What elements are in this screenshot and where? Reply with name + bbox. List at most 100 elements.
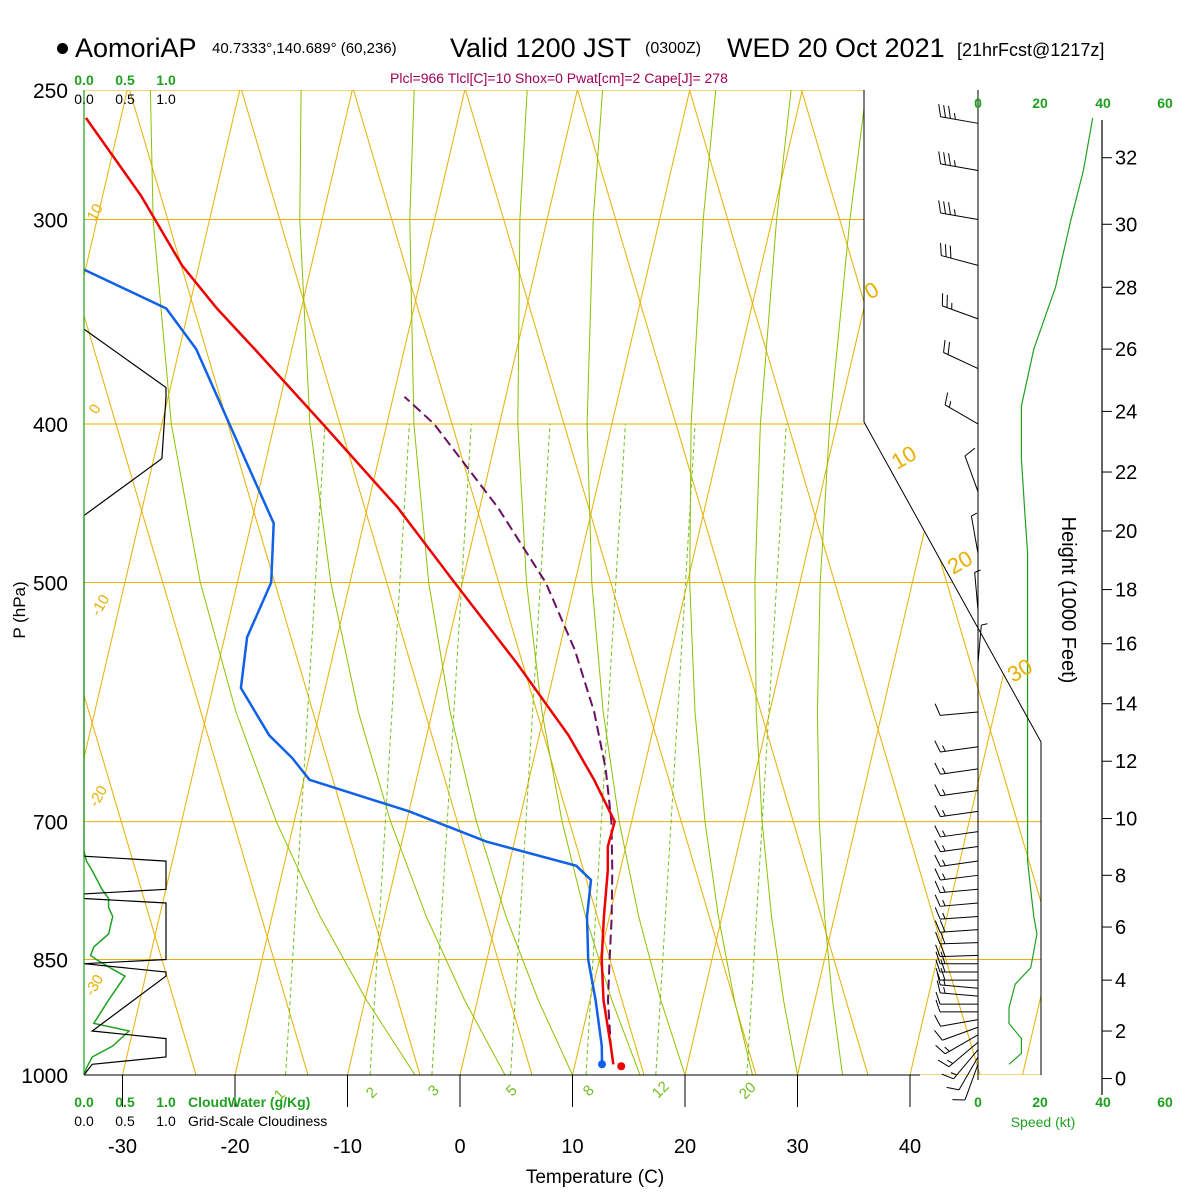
wind-barb-feather	[937, 1059, 950, 1068]
wind-barb-feather	[944, 244, 947, 257]
wind-barb-staff	[970, 515, 979, 554]
dry-adiabat-line	[211, 90, 533, 1075]
mixing-ratio-label: 20	[736, 1079, 760, 1103]
wind-barb-feather	[934, 784, 941, 796]
wind-barb	[938, 151, 979, 172]
wind-barb	[934, 920, 979, 933]
wind-barb-feather	[949, 245, 952, 259]
wind-barb	[977, 623, 988, 664]
wind-barb-half-feather	[942, 810, 946, 817]
mixing-ratio-line	[285, 423, 326, 1075]
wind-barb-feather	[934, 840, 941, 853]
x-axis-title: Temperature (C)	[526, 1167, 664, 1188]
wind-barb-feather	[934, 825, 941, 838]
cloudiness-profile	[83, 328, 167, 1076]
x-tick-label: 0	[454, 1136, 465, 1158]
wind-barb-staff	[958, 1056, 979, 1091]
height-tick-label: 28	[1115, 277, 1137, 299]
wind-barb	[944, 392, 979, 425]
wind-barb	[935, 967, 978, 981]
wind-barb-staff	[940, 874, 979, 881]
wind-speed-scale-label: 40	[1095, 95, 1111, 111]
wind-barb-half-feather	[974, 569, 981, 573]
wind-barb-feather	[935, 944, 941, 957]
plot-right-boundary	[863, 90, 1042, 1075]
height-tick-label: 18	[1115, 580, 1137, 602]
mixing-ratio-line	[746, 423, 787, 1075]
height-tick-label: 8	[1115, 865, 1126, 887]
wind-barb	[935, 944, 979, 958]
wind-barb	[934, 907, 979, 920]
parcel-trace	[403, 396, 615, 1065]
cloudwater-profile	[83, 851, 131, 1076]
x-tick-label: -10	[333, 1136, 362, 1158]
wind-barb-half-feather	[953, 112, 956, 120]
x-tick-label: 20	[674, 1136, 696, 1158]
wind-barb-staff	[940, 846, 979, 853]
wind-barb-half-feather	[953, 209, 956, 216]
wind-barb-staff	[944, 404, 979, 425]
wind-barb	[934, 840, 979, 853]
wind-barb-feather	[943, 104, 946, 118]
wind-barb-staff	[942, 1026, 979, 1041]
mixing-ratio-label: 8	[580, 1082, 598, 1100]
wind-barb	[935, 1034, 979, 1055]
wind-barb-feather	[946, 1086, 960, 1091]
wind-barb	[935, 951, 978, 965]
station-name: AomoriAP	[75, 33, 197, 63]
wind-barb-feather	[934, 907, 941, 920]
pressure-tick-label: 250	[33, 80, 68, 103]
wind-barb-staff	[964, 1064, 979, 1101]
wind-barb	[934, 703, 979, 716]
wind-barb-staff	[940, 984, 979, 989]
isotherm-line	[234, 90, 466, 1075]
cloudiness-scale-label: 0.0	[74, 1113, 94, 1129]
cloudwater-scale-label: 0.5	[115, 1094, 135, 1110]
wind-barb-staff	[940, 831, 979, 838]
wind-barb	[943, 339, 979, 370]
wind-speed-scale-label: 20	[1032, 1094, 1048, 1110]
isotherm-line	[347, 90, 578, 1075]
wind-speed-scale-label: 20	[1032, 95, 1048, 111]
wind-barb-feather	[934, 894, 941, 907]
wind-barb-half-feather	[942, 789, 946, 796]
height-tick-label: 6	[1115, 917, 1126, 939]
x-tick-label: 40	[899, 1136, 921, 1158]
wind-barb-half-feather	[981, 623, 988, 626]
wind-barb-staff	[940, 942, 979, 945]
dry-adiabat-line	[84, 90, 197, 1075]
cloudiness-axis-title: Grid-Scale Cloudiness	[188, 1113, 327, 1129]
moist-adiabat-line	[754, 90, 798, 1075]
cloudwater-scale-label: 1.0	[156, 1094, 176, 1110]
height-tick-label: 26	[1115, 339, 1137, 361]
wind-barb-feather	[948, 105, 951, 119]
isotherm-line	[122, 90, 353, 1075]
wind-barb-feather	[934, 920, 941, 933]
mixing-ratio-line	[369, 423, 410, 1075]
cloudiness-scale-label: 0.0	[74, 91, 94, 107]
sounding-parameters: Plcl=966 Tlcl[C]=10 Shox=0 Pwat[cm]=2 Ca…	[390, 70, 728, 86]
height-tick-label: 2	[1115, 1021, 1126, 1043]
wind-barb-half-feather	[942, 912, 946, 919]
wind-barb-feather	[940, 959, 946, 973]
moist-adiabat-line	[299, 90, 506, 1075]
station-marker-icon	[57, 43, 68, 54]
wind-barb-feather	[938, 104, 942, 117]
station-coords: 40.7333°,140.689° (60,236)	[212, 40, 397, 57]
wind-barb	[938, 200, 979, 221]
wind-barb-staff	[940, 810, 979, 818]
wind-barb-half-feather	[950, 1072, 957, 1076]
wind-barb	[934, 784, 979, 797]
cloudiness-scale-label: 1.0	[156, 91, 176, 107]
cloudwater-axis-title: CloudWater (g/Kg)	[188, 1094, 310, 1110]
cloudwater-scale-label: 0.5	[115, 72, 135, 88]
wind-speed-scale-label: 40	[1095, 1094, 1111, 1110]
wind-barb-feather	[935, 967, 941, 981]
wind-barb-feather	[938, 200, 942, 214]
valid-time: Valid 1200 JST	[450, 33, 632, 63]
wind-barb-staff	[948, 1041, 979, 1068]
wind-barb-half-feather	[947, 1059, 953, 1064]
moist-adiabat-line	[409, 90, 573, 1075]
wind-barb-feather	[948, 153, 951, 166]
wind-barb	[934, 805, 979, 818]
